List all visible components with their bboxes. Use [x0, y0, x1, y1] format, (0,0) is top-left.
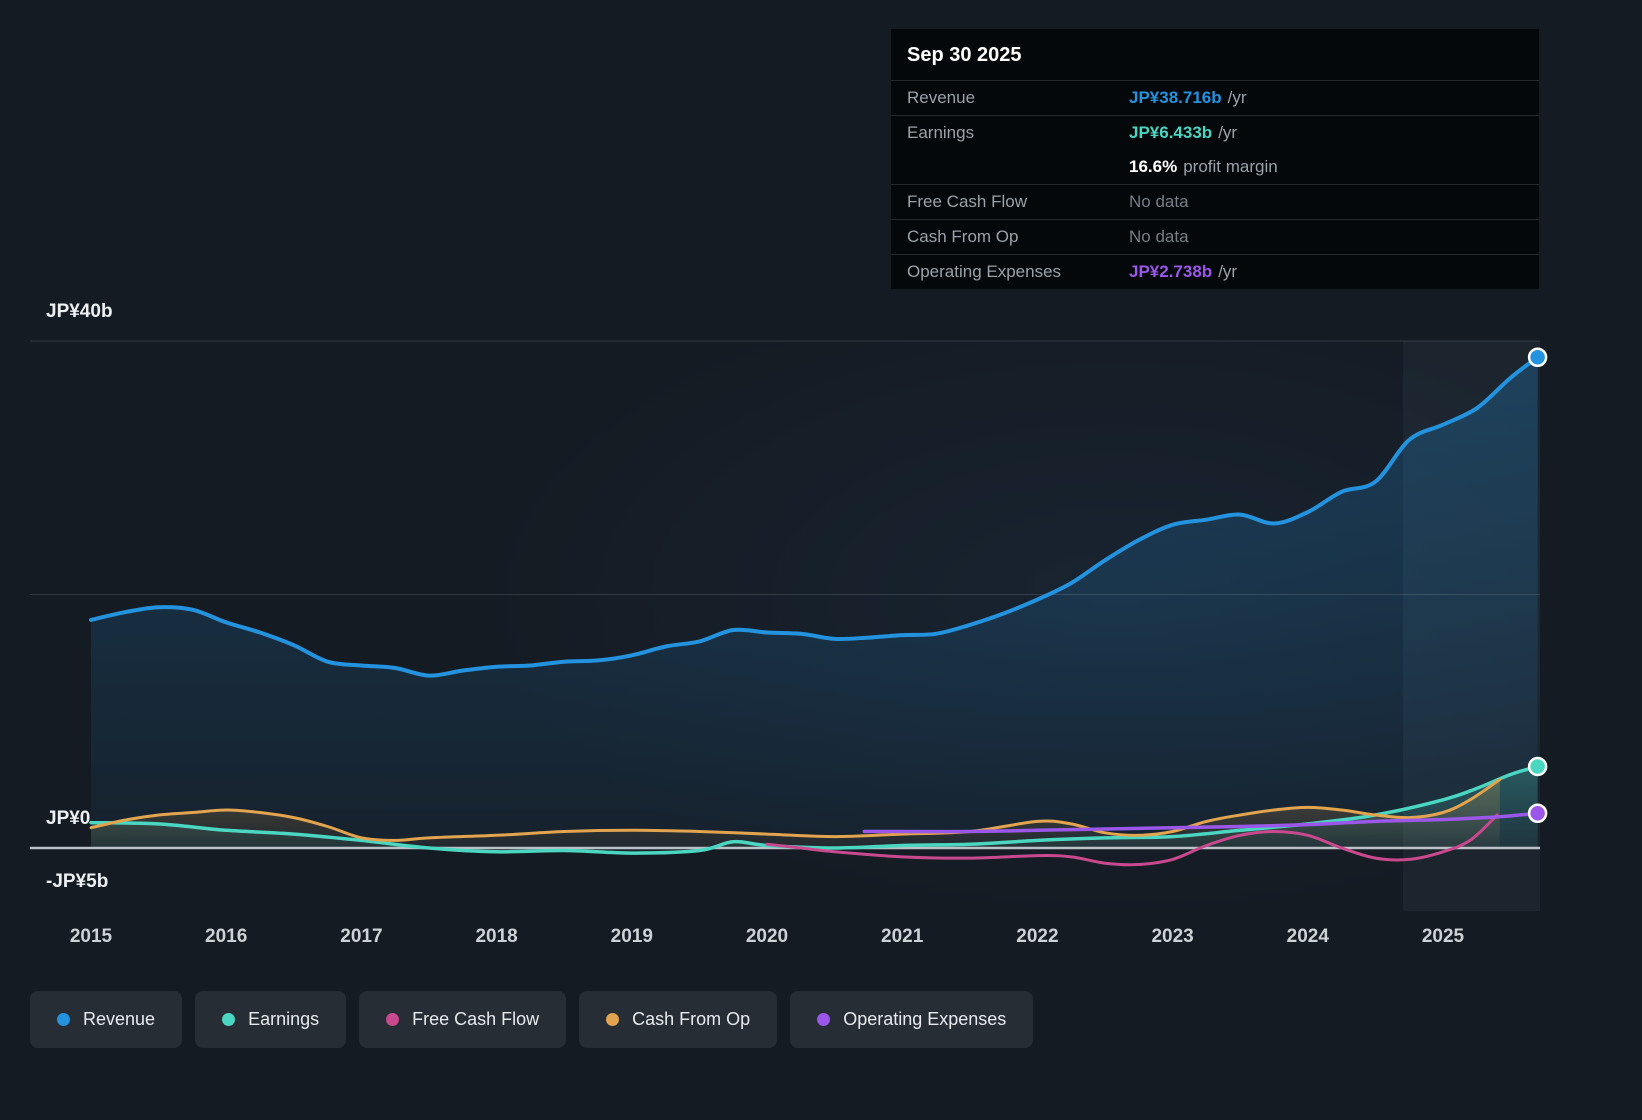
legend-item-cash-from-op[interactable]: Cash From Op — [579, 991, 778, 1048]
tooltip-value: JP¥38.716b/yr — [1129, 88, 1247, 107]
tooltip-label: Free Cash Flow — [907, 192, 1027, 211]
tooltip-date: Sep 30 2025 — [907, 44, 1022, 66]
tooltip-row-operating-expenses: Operating Expenses JP¥2.738b/yr — [891, 254, 1539, 289]
chart-tooltip: Sep 30 2025 Revenue JP¥38.716b/yr Earnin… — [890, 28, 1540, 290]
legend-item-revenue[interactable]: Revenue — [30, 991, 183, 1048]
tooltip-row-cash-from-op: Cash From Op No data — [891, 219, 1539, 254]
tooltip-value: 16.6% profit margin — [1129, 157, 1278, 176]
tooltip-row-free-cash-flow: Free Cash Flow No data — [891, 184, 1539, 219]
tooltip-row-earnings: Earnings JP¥6.433b/yr — [891, 115, 1539, 150]
tooltip-value: JP¥6.433b/yr — [1129, 123, 1238, 142]
free-cash-flow-dot-icon — [386, 1013, 400, 1026]
tooltip-label: Operating Expenses — [907, 262, 1062, 281]
tooltip-label: Revenue — [907, 88, 976, 107]
tooltip-value: No data — [1129, 227, 1189, 246]
legend-item-earnings[interactable]: Earnings — [195, 991, 347, 1048]
tooltip-value: JP¥2.738b/yr — [1129, 262, 1238, 281]
chart-legend: Revenue Earnings Free Cash Flow Cash Fro… — [30, 991, 1034, 1048]
tooltip-value: No data — [1129, 192, 1189, 211]
revenue-dot-icon — [57, 1013, 70, 1026]
operating-expenses-dot-icon — [817, 1013, 831, 1026]
tooltip-label: Cash From Op — [907, 227, 1019, 246]
cash-from-op-dot-icon — [606, 1013, 620, 1026]
tooltip-row-profit-margin: 16.6% profit margin — [891, 150, 1539, 184]
tooltip-row-revenue: Revenue JP¥38.716b/yr — [891, 80, 1539, 115]
earnings-dot-icon — [222, 1013, 236, 1026]
legend-item-free-cash-flow[interactable]: Free Cash Flow — [359, 991, 567, 1048]
tooltip-label: Earnings — [907, 123, 975, 142]
legend-item-operating-expenses[interactable]: Operating Expenses — [790, 991, 1034, 1048]
